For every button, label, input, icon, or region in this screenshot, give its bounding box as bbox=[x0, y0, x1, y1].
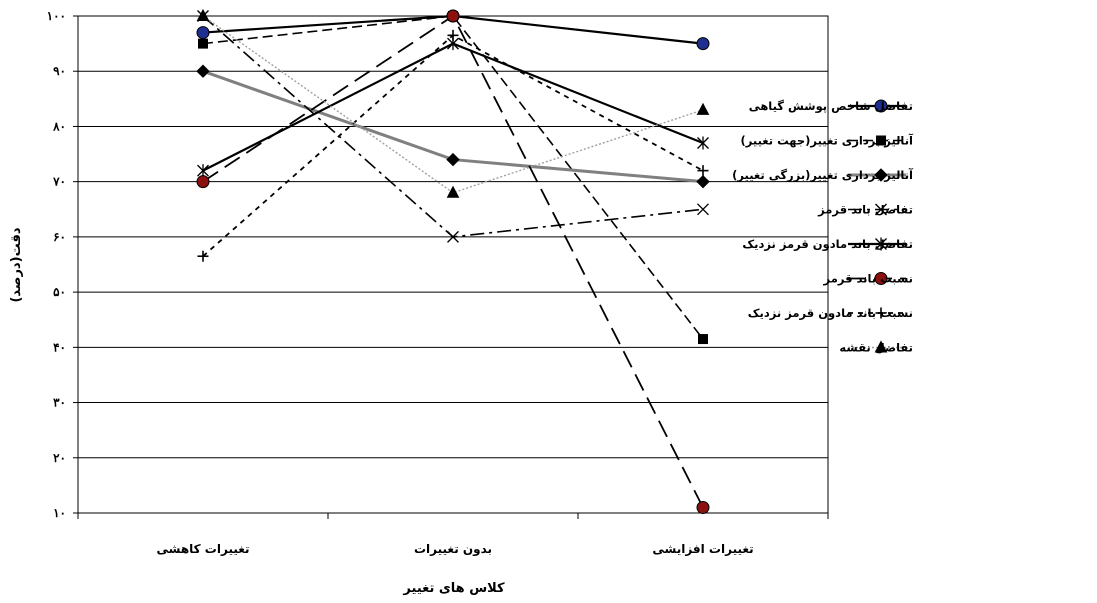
legend: تفاضل شاخص پوشش گیاهی آنالیز برداری تغییر… bbox=[732, 99, 914, 355]
data-point bbox=[446, 152, 460, 167]
legend-item: نسبت باند قرمز bbox=[823, 272, 913, 286]
legend-item: آنالیز برداری تغییر(جهت تغییر) bbox=[741, 134, 915, 148]
data-point bbox=[196, 26, 210, 40]
series-8 bbox=[196, 8, 710, 198]
legend-item: تفاضل باند قرمز bbox=[817, 203, 913, 217]
legend-label: تفاضل باند مادون قرمز نزدیک bbox=[742, 237, 913, 252]
legend-marker bbox=[874, 168, 888, 182]
plot-area-frame bbox=[77, 15, 829, 514]
data-point bbox=[697, 136, 709, 150]
legend-item: تفاضل باند مادون قرمز نزدیک bbox=[742, 237, 913, 252]
y-tick-label: ۶۰ bbox=[53, 230, 66, 244]
legend-marker bbox=[875, 237, 887, 251]
data-point bbox=[196, 64, 210, 78]
series-5 bbox=[197, 37, 709, 178]
x-tick-label: تغییرات افزایشی bbox=[652, 542, 753, 556]
series-line bbox=[202, 15, 704, 194]
legend-item: تفاضل نقشه bbox=[839, 340, 913, 355]
legend-label: تفاضل نقشه bbox=[839, 341, 913, 355]
legend-marker bbox=[875, 307, 887, 319]
data-point bbox=[696, 500, 710, 514]
legend-marker bbox=[874, 99, 888, 113]
legend-label: آنالیز برداری تغییر(بزرگی تغییر) bbox=[732, 168, 914, 182]
axes bbox=[73, 15, 829, 519]
x-tick-label: بدون تغییرات bbox=[414, 542, 492, 557]
data-point bbox=[697, 203, 709, 216]
x-axis-title: کلاس های تغییر bbox=[402, 581, 505, 596]
data-point bbox=[447, 29, 459, 41]
legend-label: نسبت باند قرمز bbox=[823, 272, 913, 286]
data-point bbox=[696, 174, 710, 189]
data-point bbox=[447, 230, 459, 243]
data-point bbox=[446, 9, 460, 23]
y-tick-label: ۱۰۰ bbox=[47, 9, 66, 23]
y-tick-label: ۱۰ bbox=[53, 506, 66, 520]
legend-label: تفاضل باند قرمز bbox=[817, 203, 913, 217]
legend-marker bbox=[874, 272, 888, 285]
legend-marker bbox=[876, 135, 886, 146]
y-tick-label: ۴۰ bbox=[53, 340, 66, 354]
y-axis-title: دقت(درصد) bbox=[9, 227, 24, 302]
data-point bbox=[196, 8, 210, 21]
series-6 bbox=[196, 9, 710, 514]
tick-labels: ۱۰ ۲۰ ۳۰ ۴۰ ۵۰ ۶۰ ۷۰ ۸۰ ۹۰ ۱۰۰ تغییرات کاهشی بدون ت… bbox=[47, 9, 754, 557]
legend-item: تفاضل شاخص پوشش گیاهی bbox=[749, 99, 913, 114]
series-line bbox=[202, 14, 704, 508]
legend-label: آنالیز برداری تغییر(جهت تغییر) bbox=[741, 134, 915, 148]
legend-label: تفاضل شاخص پوشش گیاهی bbox=[749, 99, 913, 114]
series-3 bbox=[196, 64, 710, 189]
y-tick-label: ۲۰ bbox=[53, 451, 66, 465]
series-lines bbox=[196, 8, 710, 514]
data-point bbox=[197, 250, 209, 262]
data-point bbox=[446, 185, 460, 198]
data-point bbox=[696, 102, 710, 115]
y-tick-label: ۷۰ bbox=[52, 175, 66, 189]
data-point bbox=[696, 37, 710, 51]
series-7 bbox=[197, 29, 709, 262]
data-point bbox=[198, 38, 208, 49]
legend-marker bbox=[875, 203, 887, 216]
series-line bbox=[202, 15, 704, 340]
x-tick-label: تغییرات کاهشی bbox=[156, 542, 249, 556]
y-tick-label: ۵۰ bbox=[53, 285, 66, 299]
series-line bbox=[202, 42, 704, 172]
data-point bbox=[697, 165, 709, 177]
legend-item: نسبت باند مادون قرمز نزدیک bbox=[748, 306, 913, 321]
data-point bbox=[197, 164, 209, 178]
data-point bbox=[196, 175, 210, 189]
data-point bbox=[698, 334, 708, 345]
y-tick-label: ۳۰ bbox=[53, 396, 66, 410]
series-line bbox=[202, 34, 704, 257]
legend-label: نسبت باند مادون قرمز نزدیک bbox=[748, 306, 913, 321]
series-2 bbox=[198, 11, 708, 345]
legend-item: آنالیز برداری تغییر(بزرگی تغییر) bbox=[732, 168, 914, 182]
y-tick-label: ۸۰ bbox=[52, 119, 66, 133]
y-tick-label: ۹۰ bbox=[53, 64, 66, 78]
grid-lines bbox=[78, 15, 828, 514]
legend-marker bbox=[874, 340, 888, 353]
